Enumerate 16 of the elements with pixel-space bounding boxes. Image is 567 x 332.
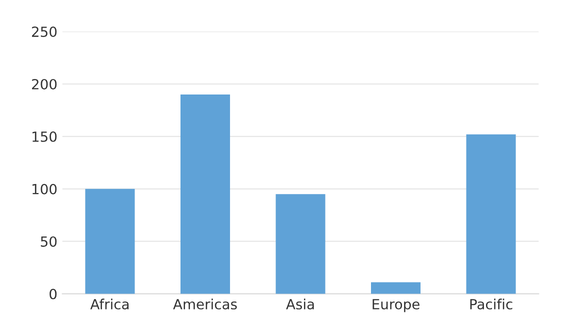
bar [276, 194, 326, 294]
bar [466, 134, 516, 294]
y-tick-label: 50 [40, 236, 57, 247]
bar [371, 282, 421, 294]
bar [85, 188, 135, 294]
x-tick-label: Pacific [470, 298, 512, 310]
x-tick-label: Asia [286, 298, 314, 310]
y-tick-label: 0 [50, 288, 57, 300]
x-tick-label: Africa [90, 298, 129, 310]
x-tick-label: Americas [173, 298, 237, 310]
y-tick-label: 100 [32, 184, 57, 194]
y-tick-label: 250 [32, 26, 57, 38]
y-tick-label: 150 [32, 131, 57, 142]
bar [180, 94, 230, 294]
y-tick-label: 200 [32, 78, 57, 90]
x-tick-label: Europe [372, 299, 420, 312]
